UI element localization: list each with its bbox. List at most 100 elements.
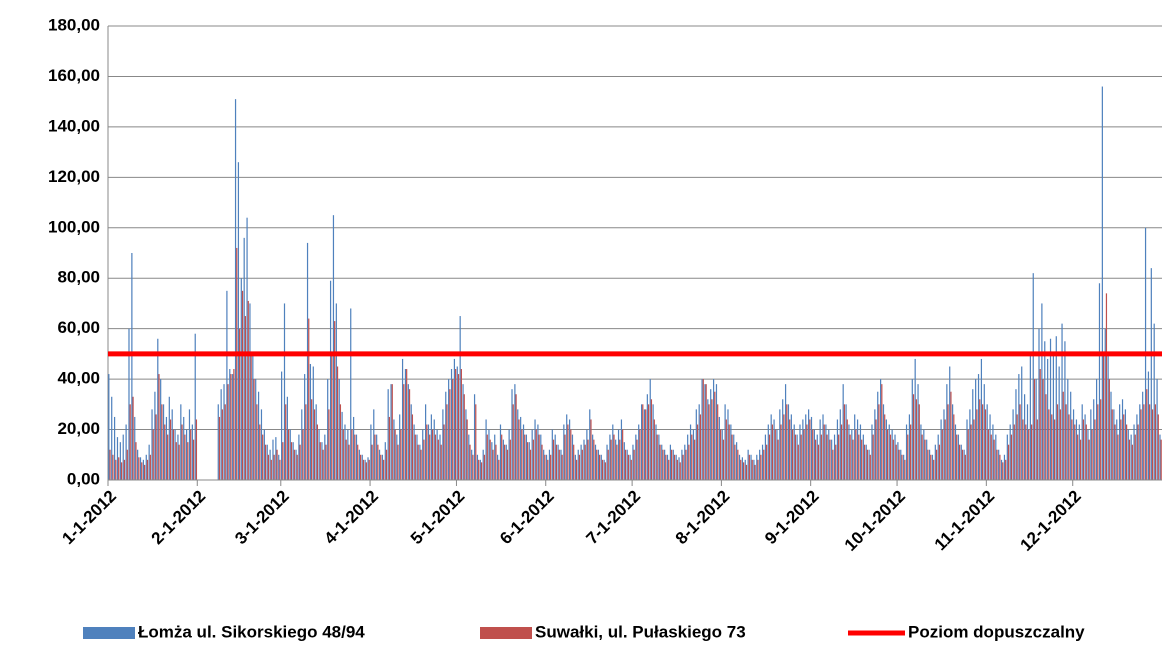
bar <box>518 419 520 480</box>
bar <box>915 399 917 480</box>
bar <box>927 449 929 480</box>
x-tick-label: 12-1-2012 <box>1016 487 1084 555</box>
bar <box>145 454 147 480</box>
bar <box>1087 429 1089 480</box>
bar <box>139 457 142 480</box>
bar <box>1111 409 1113 480</box>
bar <box>825 424 827 480</box>
bar <box>969 409 971 480</box>
bar <box>606 444 608 480</box>
bar <box>581 449 583 480</box>
bar <box>459 316 461 480</box>
bar <box>597 449 600 480</box>
bar <box>183 416 185 480</box>
bar <box>859 424 862 480</box>
bar <box>224 404 226 480</box>
bar <box>1130 434 1132 480</box>
bar <box>524 434 526 480</box>
bar <box>445 391 447 480</box>
bar <box>359 454 362 480</box>
bar <box>534 419 536 480</box>
bar <box>643 409 646 480</box>
bar <box>1107 353 1109 480</box>
bar <box>358 449 360 480</box>
bar <box>586 429 588 480</box>
bar <box>509 439 511 480</box>
bar <box>361 454 363 480</box>
bar <box>653 419 655 480</box>
bar <box>113 416 116 480</box>
bar <box>512 404 514 480</box>
bar <box>220 389 222 480</box>
bar <box>992 424 994 480</box>
bar <box>1068 414 1070 480</box>
bar <box>391 384 393 480</box>
bar <box>365 462 367 480</box>
bar <box>497 454 499 480</box>
bar <box>774 429 776 480</box>
bar <box>422 429 424 480</box>
bar <box>1082 419 1085 480</box>
bar <box>442 409 444 480</box>
bar <box>162 404 165 480</box>
bar <box>342 429 344 480</box>
bar <box>364 459 366 480</box>
bar <box>1077 434 1079 480</box>
bar <box>1079 439 1082 480</box>
bar <box>1090 409 1092 480</box>
bar <box>1048 409 1050 480</box>
bar <box>520 416 522 480</box>
bar <box>820 434 822 480</box>
bar <box>845 404 847 480</box>
bar <box>157 338 159 480</box>
bar <box>747 449 749 480</box>
bar <box>345 439 347 480</box>
bar <box>253 379 255 480</box>
bar <box>111 396 113 480</box>
bar <box>466 419 468 480</box>
bar <box>816 434 818 480</box>
bar <box>670 449 673 480</box>
bar <box>1039 369 1041 480</box>
bar <box>289 429 291 480</box>
bar <box>956 434 958 480</box>
bar <box>773 419 775 480</box>
bar <box>1005 459 1007 480</box>
bar <box>527 442 529 480</box>
bar <box>1000 459 1003 480</box>
bar <box>1098 283 1101 480</box>
bar <box>947 404 949 480</box>
bar <box>926 439 928 480</box>
bar <box>1093 399 1095 480</box>
bar <box>118 457 120 480</box>
bar <box>544 454 546 480</box>
bar <box>805 414 807 480</box>
bar <box>319 442 321 480</box>
bar <box>733 434 735 480</box>
bar <box>241 290 244 480</box>
bar <box>429 434 431 480</box>
bar <box>687 434 689 480</box>
bar <box>410 404 412 480</box>
bar <box>151 409 153 480</box>
bar <box>901 454 903 480</box>
bar <box>975 379 977 480</box>
bar <box>791 429 794 480</box>
bar <box>813 429 815 480</box>
bar <box>155 414 157 480</box>
bar <box>344 424 346 480</box>
bar <box>137 449 139 480</box>
bar <box>684 444 686 480</box>
bar <box>295 449 297 480</box>
bar <box>1033 379 1036 480</box>
bar <box>734 444 736 480</box>
bar <box>745 464 748 480</box>
bar <box>394 429 396 480</box>
bar <box>149 454 151 480</box>
bar <box>972 389 974 480</box>
bar <box>964 454 966 480</box>
bar <box>1124 409 1127 480</box>
bar <box>776 429 778 480</box>
bar <box>600 454 602 480</box>
bar <box>1094 419 1096 480</box>
